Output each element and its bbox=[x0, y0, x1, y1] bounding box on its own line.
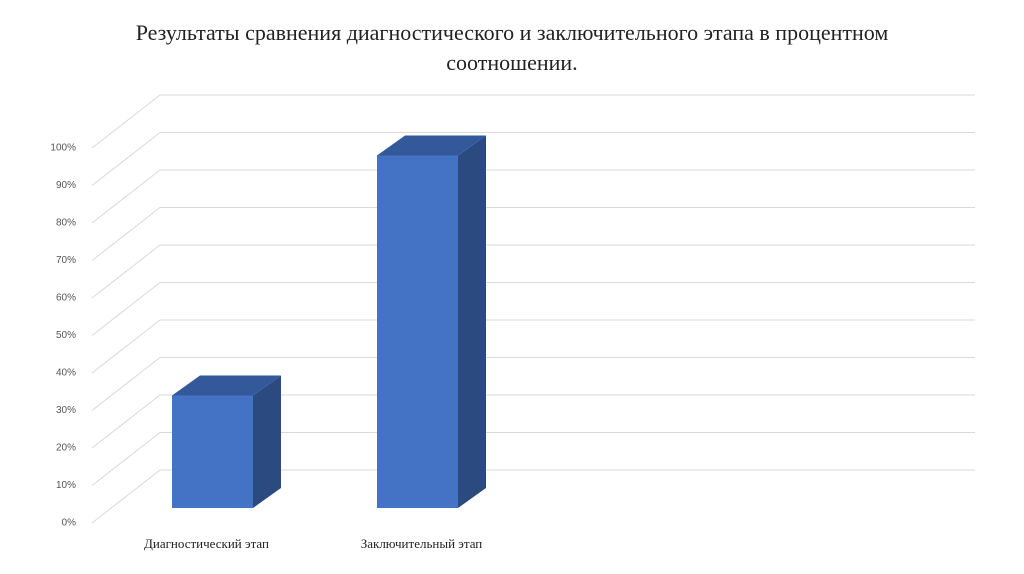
grid-line bbox=[91, 319, 975, 374]
grid-line bbox=[91, 469, 975, 524]
grid-line bbox=[91, 132, 975, 186]
grid-line bbox=[91, 169, 975, 224]
bar-face bbox=[172, 395, 253, 509]
y-tick-label: 20% bbox=[56, 443, 76, 454]
y-tick-label: 80% bbox=[56, 218, 76, 229]
y-tick-label: 10% bbox=[56, 480, 76, 491]
y-tick-label: 70% bbox=[56, 255, 76, 266]
y-tick-label: 50% bbox=[56, 330, 76, 341]
bar bbox=[172, 375, 281, 509]
y-tick-label: 30% bbox=[56, 405, 76, 416]
y-tick-label: 0% bbox=[62, 518, 77, 529]
grid-line bbox=[91, 432, 975, 486]
y-tick-label: 90% bbox=[56, 180, 76, 191]
y-tick-label: 100% bbox=[50, 143, 76, 154]
grid-line bbox=[91, 207, 975, 261]
x-tick-label: Диагностический этап bbox=[144, 536, 269, 551]
bar-face bbox=[377, 135, 486, 156]
y-tick-label: 40% bbox=[56, 368, 76, 379]
y-tick-label: 60% bbox=[56, 293, 76, 304]
bar-face bbox=[172, 375, 281, 396]
grid-line bbox=[91, 94, 975, 149]
chart-title: Результаты сравнения диагностического и … bbox=[135, 20, 889, 75]
grid-line bbox=[91, 394, 975, 449]
bar-face bbox=[377, 155, 458, 509]
grid-line bbox=[91, 244, 975, 299]
bar-face bbox=[458, 135, 486, 509]
grid-line bbox=[91, 357, 975, 411]
bar-face bbox=[253, 375, 281, 509]
bar bbox=[377, 135, 486, 509]
x-tick-label: Заключительный этап bbox=[361, 536, 483, 551]
grid-line bbox=[91, 282, 975, 336]
